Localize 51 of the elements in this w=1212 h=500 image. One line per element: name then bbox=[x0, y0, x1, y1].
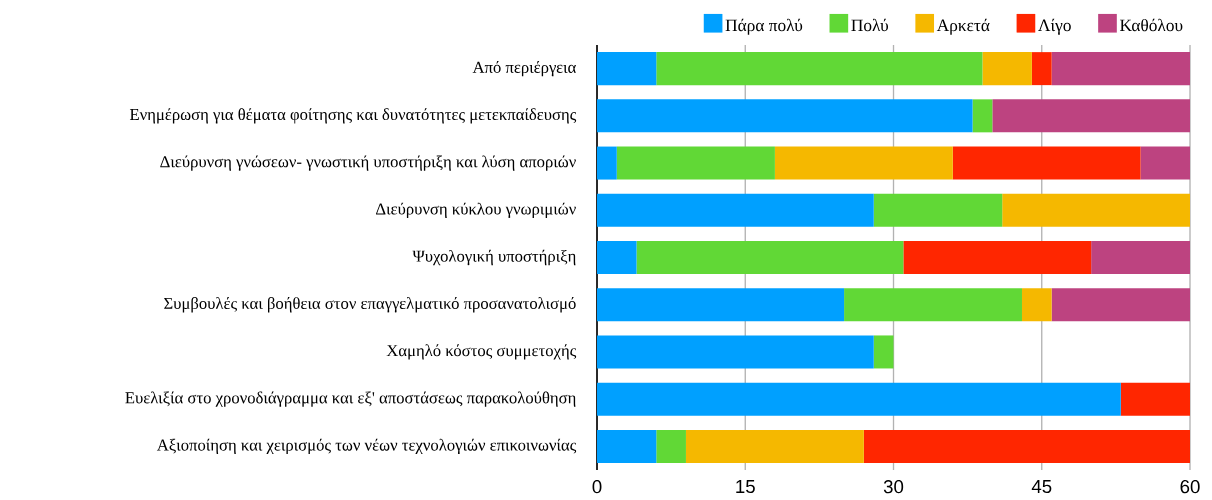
legend-label: Λίγο bbox=[1038, 18, 1071, 35]
bar bbox=[1140, 146, 1190, 180]
bar bbox=[597, 193, 874, 227]
y-tick-label: Ενημέρωση για θέματα φοίτησης και δυνατότητες μετεκπαίδευσης bbox=[129, 108, 577, 124]
x-tick-label: 0 bbox=[592, 480, 602, 494]
bar bbox=[616, 146, 775, 180]
legend-label: Πολύ bbox=[851, 18, 889, 32]
bar bbox=[992, 99, 1190, 133]
bar bbox=[1031, 52, 1052, 86]
y-tick-label: Διεύρυνση κύκλου γνωριμιών bbox=[376, 202, 576, 218]
bar bbox=[1120, 382, 1190, 416]
bar bbox=[774, 146, 953, 180]
bar bbox=[656, 52, 983, 86]
bar bbox=[597, 382, 1121, 416]
bar bbox=[597, 99, 973, 133]
y-tick-label: Ψυχολογική υποστήριξη bbox=[412, 249, 576, 266]
x-tick-label: 60 bbox=[1180, 480, 1200, 494]
y-tick-label: Από περιέργεια bbox=[472, 60, 576, 77]
legend-label: Αρκετά bbox=[936, 18, 990, 35]
bar bbox=[903, 241, 1092, 275]
bar bbox=[656, 429, 686, 463]
bar bbox=[597, 52, 657, 86]
bar bbox=[1091, 241, 1190, 275]
y-tick-label: Ευελιξία στο χρονοδιάγραμμα και εξ' αποστάσεως παρακολούθηση bbox=[125, 391, 576, 407]
bar bbox=[873, 193, 1003, 227]
bar bbox=[844, 288, 1022, 322]
bar bbox=[685, 429, 864, 463]
bar bbox=[952, 146, 1141, 180]
bar bbox=[597, 429, 657, 463]
bar bbox=[597, 288, 845, 322]
x-tick-label: 30 bbox=[883, 480, 904, 494]
bar bbox=[597, 241, 637, 275]
bar bbox=[873, 335, 894, 369]
legend-label: Καθόλου bbox=[1119, 18, 1183, 32]
bar bbox=[982, 52, 1032, 86]
bar bbox=[972, 99, 993, 133]
y-tick-label: Αξιοποίηση και χειρισμός των νέων τεχνολογιών επικοινωνίας bbox=[156, 438, 577, 455]
bar bbox=[1051, 52, 1190, 86]
bar bbox=[1021, 288, 1052, 322]
bar bbox=[597, 335, 874, 369]
y-tick-label: Διεύρυνση γνώσεων- γνωστική υποστήριξη και λύση αποριών bbox=[160, 155, 576, 171]
bar bbox=[597, 146, 617, 180]
y-tick-label: Χαμηλό κόστος συμμετοχής bbox=[386, 344, 577, 360]
bar bbox=[1051, 288, 1190, 322]
x-tick-label: 15 bbox=[736, 480, 755, 494]
bar bbox=[636, 241, 904, 275]
x-tick-label: 45 bbox=[1031, 480, 1052, 494]
bar bbox=[1002, 193, 1190, 227]
bar bbox=[863, 429, 1190, 463]
y-tick-label: Συμβουλές και βοήθεια στον επαγγελματικό προσανατολισμό bbox=[164, 297, 576, 313]
legend-label: Πάρα πολύ bbox=[725, 18, 803, 35]
